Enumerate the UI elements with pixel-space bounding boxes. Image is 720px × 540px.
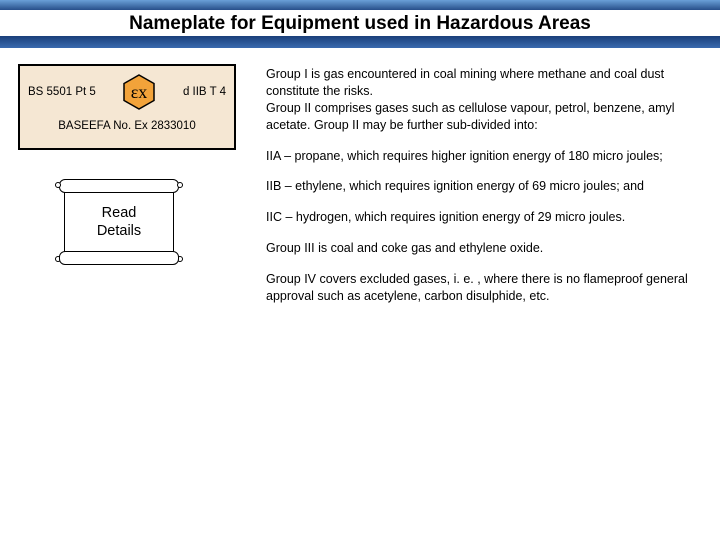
header-bottom-gradient <box>0 36 720 48</box>
text-group2: Group II comprises gases such as cellulo… <box>266 101 675 132</box>
paragraph-iic: IIC – hydrogen, which requires ignition … <box>266 209 696 226</box>
scroll-knob-icon <box>177 182 183 188</box>
scroll-knob-icon <box>55 256 61 262</box>
content-area: BS 5501 Pt 5 εx d IIB T 4 BASEEFA No. Ex… <box>0 48 720 319</box>
page-title: Nameplate for Equipment used in Hazardou… <box>0 10 720 38</box>
nameplate-row-1: BS 5501 Pt 5 εx d IIB T 4 <box>28 72 226 112</box>
nameplate-classification: d IIB T 4 <box>183 86 226 98</box>
header-bar: Nameplate for Equipment used in Hazardou… <box>0 0 720 48</box>
scroll-line-1: Read <box>102 205 137 221</box>
paragraph-iib: IIB – ethylene, which requires ignition … <box>266 178 696 195</box>
nameplate-standard: BS 5501 Pt 5 <box>28 86 96 98</box>
read-details-scroll[interactable]: Read Details <box>64 186 174 258</box>
paragraph-group-1-2: Group I is gas encountered in coal minin… <box>266 66 696 134</box>
paragraph-group3: Group III is coal and coke gas and ethyl… <box>266 240 696 257</box>
scroll-text: Read Details <box>97 204 141 240</box>
scroll-line-2: Details <box>97 223 141 239</box>
scroll-knob-icon <box>55 182 61 188</box>
nameplate-certificate: BASEEFA No. Ex 2833010 <box>28 120 226 132</box>
left-column: BS 5501 Pt 5 εx d IIB T 4 BASEEFA No. Ex… <box>18 64 238 319</box>
ex-label: εx <box>131 82 148 102</box>
paragraph-group4: Group IV covers excluded gases, i. e. , … <box>266 271 696 305</box>
ex-hexagon-icon: εx <box>121 74 157 110</box>
paragraph-iia: IIA – propane, which requires higher ign… <box>266 148 696 165</box>
scroll-knob-icon <box>177 256 183 262</box>
right-column: Group I is gas encountered in coal minin… <box>266 64 696 319</box>
nameplate-box: BS 5501 Pt 5 εx d IIB T 4 BASEEFA No. Ex… <box>18 64 236 150</box>
text-group1: Group I is gas encountered in coal minin… <box>266 67 664 98</box>
